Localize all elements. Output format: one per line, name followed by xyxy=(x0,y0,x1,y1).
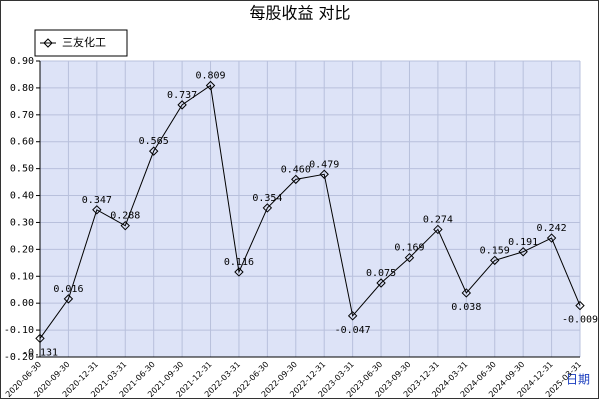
point xyxy=(490,255,500,266)
data-label: 0.460 xyxy=(281,164,311,175)
data-label: 0.347 xyxy=(82,195,112,206)
data-label: 0.737 xyxy=(167,90,197,101)
data-label: 0.809 xyxy=(195,70,225,81)
point xyxy=(347,311,358,321)
point xyxy=(148,146,159,156)
y-tick-label: 0.20 xyxy=(10,244,34,255)
data-label: 0.565 xyxy=(139,136,169,147)
data-label: 0.016 xyxy=(53,284,83,295)
point xyxy=(177,100,187,110)
chart-title: 每股收益 对比 xyxy=(249,4,350,23)
data-label: 0.479 xyxy=(309,159,339,170)
legend-label: 三友化工 xyxy=(62,35,106,49)
x-axis-label: 日期 xyxy=(566,373,590,387)
point xyxy=(404,252,415,263)
y-tick-label: 0.50 xyxy=(10,164,34,175)
point xyxy=(546,233,557,243)
legend-marker xyxy=(43,38,53,48)
data-label: 0.242 xyxy=(537,223,567,234)
data-label: 0.354 xyxy=(252,193,282,204)
data-label: -0.047 xyxy=(335,325,371,336)
point xyxy=(205,80,216,91)
point xyxy=(92,205,102,215)
point xyxy=(461,288,472,298)
y-tick-label: 0.80 xyxy=(10,83,34,94)
point xyxy=(575,300,585,311)
point xyxy=(376,278,386,288)
y-tick-label: 0.70 xyxy=(10,110,34,121)
data-label: 0.075 xyxy=(366,268,396,279)
data-label: 0.116 xyxy=(224,257,254,268)
y-tick-label: 0.00 xyxy=(10,298,34,309)
point xyxy=(35,333,45,344)
point xyxy=(234,267,244,277)
y-tick-label: -0.20 xyxy=(4,352,34,363)
y-tick-label: 0.40 xyxy=(10,191,34,202)
data-label: 0.038 xyxy=(451,302,481,313)
point xyxy=(262,203,273,213)
data-label: 0.274 xyxy=(423,214,453,225)
point xyxy=(518,247,528,257)
data-label: -0.131 xyxy=(22,347,58,358)
y-tick-label: 0.30 xyxy=(10,217,34,228)
point xyxy=(433,224,443,235)
point xyxy=(63,294,74,304)
data-label: 0.169 xyxy=(394,243,424,254)
y-tick-label: 0.90 xyxy=(10,56,34,67)
series-line xyxy=(39,84,581,339)
y-tick-label: 0.60 xyxy=(10,137,34,148)
data-label: 0.288 xyxy=(110,211,140,222)
point xyxy=(319,169,329,179)
data-label: -0.009 xyxy=(562,315,598,326)
y-tick-label: 0.10 xyxy=(10,271,34,282)
y-tick-label: -0.10 xyxy=(4,325,34,336)
data-label: 0.159 xyxy=(480,245,510,256)
plot-area xyxy=(40,61,580,357)
point xyxy=(291,174,301,185)
data-label: 0.191 xyxy=(508,237,538,248)
point xyxy=(120,220,130,231)
